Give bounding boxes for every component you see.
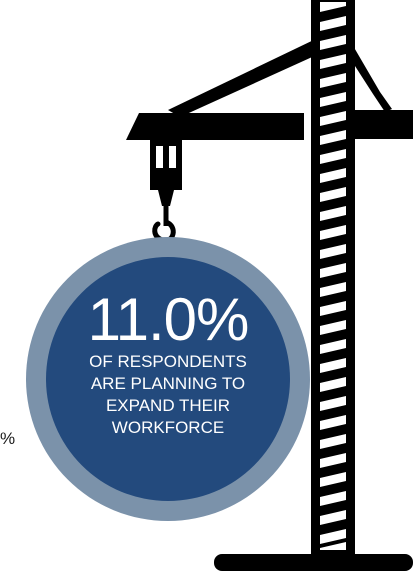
crane-mast (311, 0, 355, 571)
mast-lattice-bar (320, 538, 346, 548)
mast-lattice-bar (320, 177, 346, 193)
mast-lattice-bar (320, 63, 346, 79)
mast-lattice-bar (320, 405, 346, 421)
crane-jib (126, 110, 413, 140)
mast-lattice-bar (320, 253, 346, 269)
stat-description-line: EXPAND THEIR (105, 396, 231, 415)
mast-lattice-bar (320, 44, 346, 60)
mast-lattice-bar (320, 272, 346, 288)
mast-lattice-bar (320, 25, 346, 41)
mast-lattice-bar (320, 329, 346, 345)
stat-description-line: OF RESPONDENTS (89, 352, 247, 371)
mast-lattice-bar (320, 481, 346, 497)
stat-inner-disc (46, 257, 290, 501)
mast-lattice-bar (320, 139, 346, 155)
mast-lattice-bar (320, 234, 346, 250)
mast-lattice-bar (320, 291, 346, 307)
stat-description-line: WORKFORCE (111, 418, 225, 437)
mast-lattice-bar (320, 158, 346, 174)
mast-lattice-bar (320, 462, 346, 478)
mast-lattice-bar (320, 196, 346, 212)
mast-lattice-bar (320, 519, 346, 535)
stat-percentage: 11.0% (87, 286, 250, 353)
mast-lattice-bar (320, 386, 346, 402)
crane-stay-cable (346, 44, 392, 112)
mast-lattice-bar (320, 82, 346, 98)
mast-lattice-bar (320, 215, 346, 231)
mast-lattice-bar (320, 367, 346, 383)
crane-mast-lattice (320, 6, 346, 548)
stat-description-line: ARE PLANNING TO (90, 374, 246, 393)
mast-lattice-bar (320, 424, 346, 440)
mast-lattice-bar (320, 310, 346, 326)
mast-lattice-bar (320, 101, 346, 117)
crane-tie-cable (168, 36, 332, 117)
crane-base (214, 554, 413, 571)
mast-lattice-bar (320, 6, 346, 22)
cropped-edge-text: % (0, 429, 16, 448)
mast-lattice-bar (320, 500, 346, 516)
stat-badge (26, 237, 310, 521)
mast-lattice-bar (320, 443, 346, 459)
crane-hook-icon (150, 140, 182, 244)
mast-lattice-bar (320, 120, 346, 136)
mast-lattice-bar (320, 348, 346, 364)
